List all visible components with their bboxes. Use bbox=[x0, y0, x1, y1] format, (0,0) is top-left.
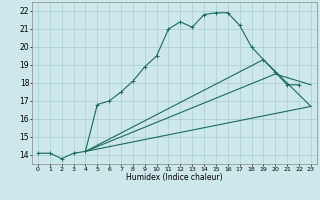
X-axis label: Humidex (Indice chaleur): Humidex (Indice chaleur) bbox=[126, 173, 223, 182]
